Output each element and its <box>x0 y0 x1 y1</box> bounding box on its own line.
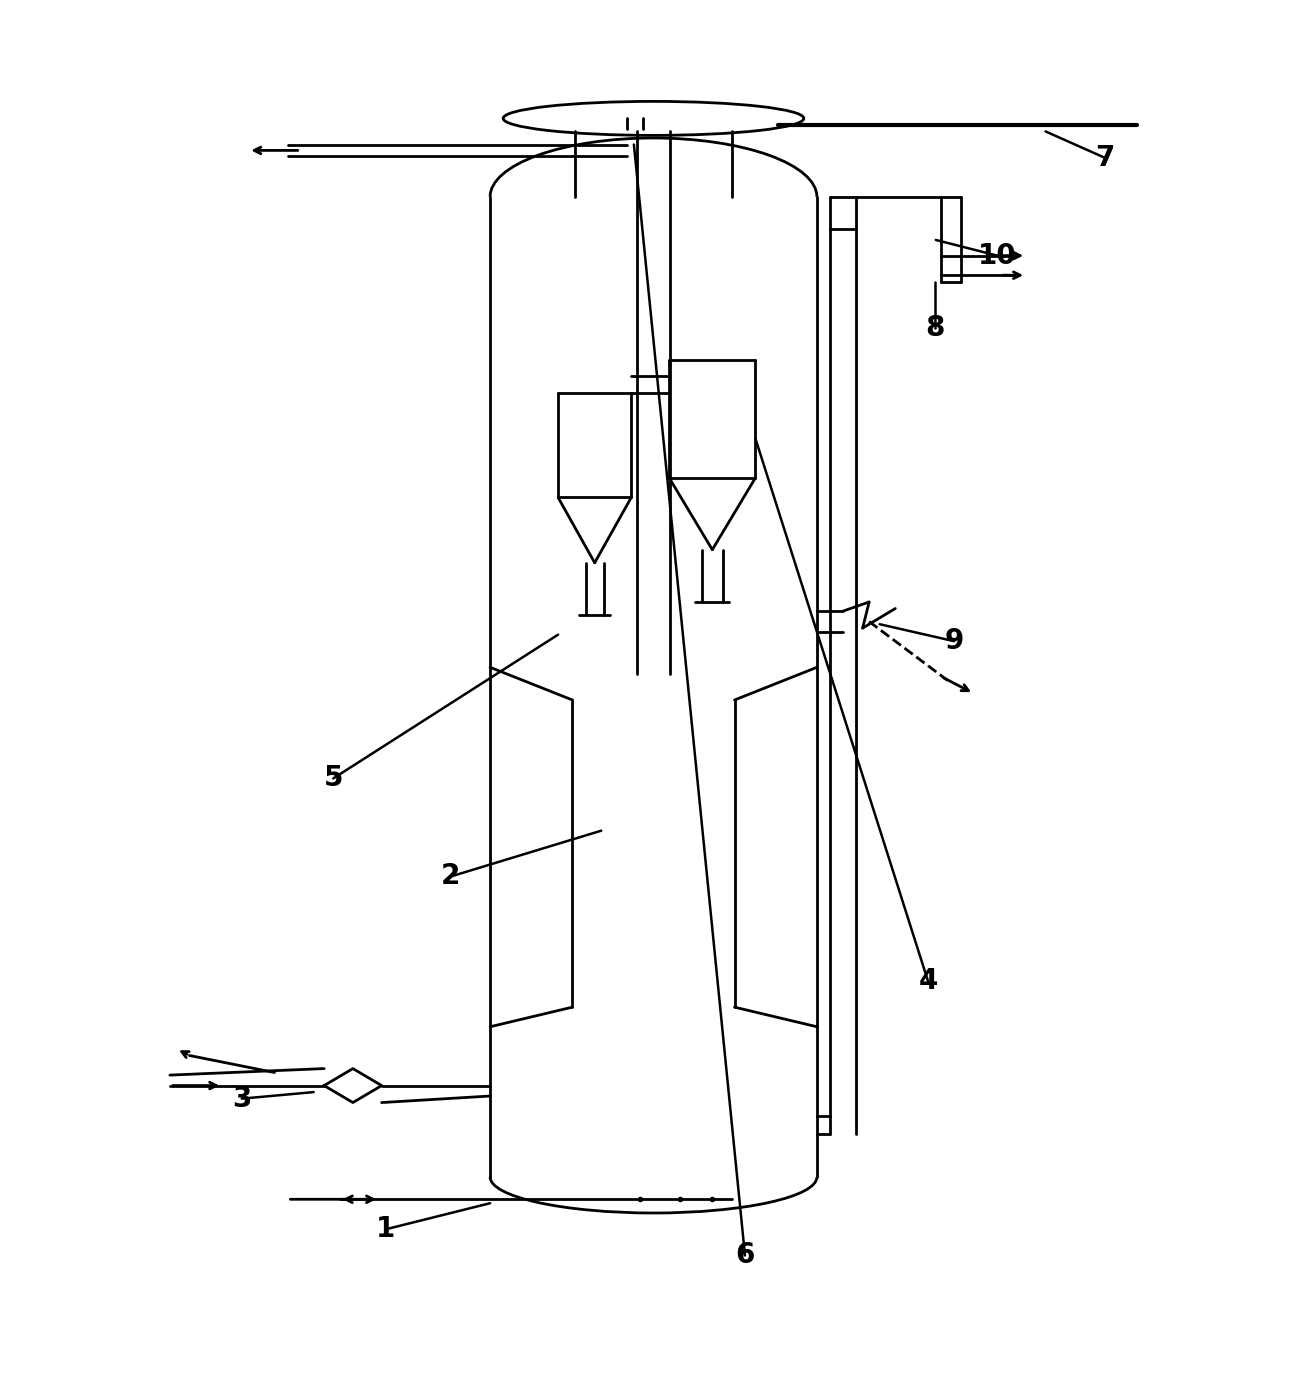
Text: 9: 9 <box>945 627 963 655</box>
Text: 8: 8 <box>925 314 944 342</box>
Text: 3: 3 <box>233 1085 251 1113</box>
Text: 10: 10 <box>978 242 1017 270</box>
Ellipse shape <box>503 101 804 136</box>
Text: 5: 5 <box>324 764 342 792</box>
Text: 6: 6 <box>736 1242 754 1270</box>
Text: 7: 7 <box>1095 144 1114 172</box>
Text: 2: 2 <box>442 862 460 890</box>
Text: 4: 4 <box>919 967 937 995</box>
Text: 1: 1 <box>376 1215 395 1243</box>
